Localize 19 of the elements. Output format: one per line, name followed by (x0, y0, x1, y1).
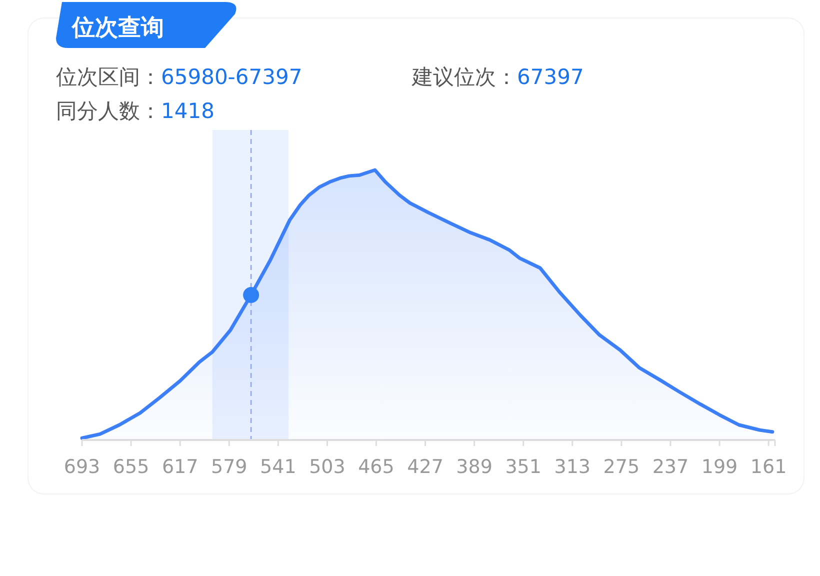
text: 同分人数：1418 (56, 99, 214, 123)
x-tick-label: 237 (652, 456, 689, 478)
x-tick-label: 541 (260, 456, 296, 478)
chart-title: 位次查询 (71, 15, 164, 41)
x-tick-label: 465 (358, 456, 394, 478)
x-tick-label: 655 (112, 456, 150, 478)
x-tick-label: 503 (309, 456, 346, 478)
x-tick-label: 275 (603, 456, 640, 478)
text: 建议位次：67397 (411, 65, 584, 89)
x-tick-label: 579 (210, 456, 248, 478)
x-tick-label: 389 (456, 456, 492, 478)
x-tick-label: 693 (64, 456, 100, 478)
text: 位次区间：65980-67397 (56, 65, 302, 89)
x-tick-label: 313 (554, 456, 591, 478)
x-tick-label: 199 (701, 456, 738, 478)
x-tick-label: 161 (750, 456, 787, 478)
x-tick-label: 351 (505, 456, 542, 478)
x-tick-label: 427 (407, 456, 444, 478)
x-tick-label: 617 (162, 456, 198, 478)
